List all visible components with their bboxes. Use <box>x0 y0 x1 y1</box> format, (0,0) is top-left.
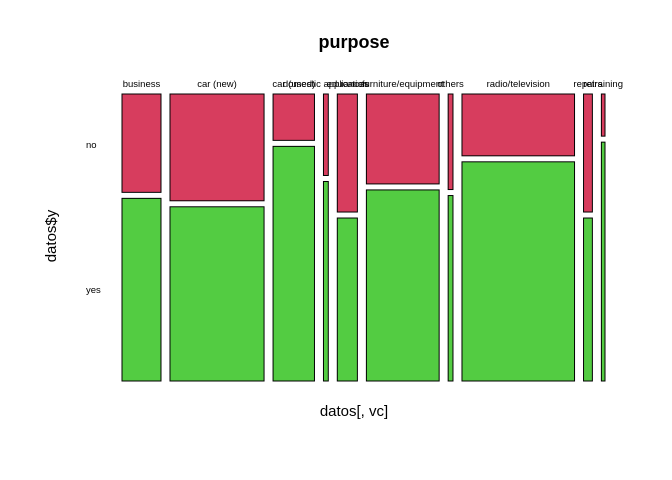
tile-yes-retraining <box>600 141 606 382</box>
row-label-no: no <box>86 140 97 151</box>
category-label-others: others <box>437 79 464 90</box>
category-label-car-used: car (used) <box>272 79 315 90</box>
tile-no-furniture-equipment <box>365 93 440 185</box>
category-label-radio-television: radio/television <box>487 79 550 90</box>
chart-title: purpose <box>318 32 389 52</box>
tile-no-car-used <box>272 93 315 141</box>
category-label-car-new: car (new) <box>197 79 237 90</box>
mosaic-tiles <box>121 93 606 382</box>
y-axis-title: datos$y <box>43 209 60 262</box>
category-label-business: business <box>123 79 161 90</box>
tile-no-education <box>336 93 358 213</box>
tile-yes-business <box>121 197 162 382</box>
row-label-yes: yes <box>86 285 101 296</box>
tile-yes-furniture-equipment <box>365 189 440 382</box>
tile-yes-domestic-appliances <box>322 180 329 382</box>
tile-no-radio-television <box>461 93 576 157</box>
category-label-furniture-equipment: furniture/equipment <box>362 79 444 90</box>
tile-yes-education <box>336 217 358 382</box>
tile-yes-car-used <box>272 145 315 382</box>
tile-yes-radio-television <box>461 161 576 382</box>
category-label-retraining: retraining <box>583 79 623 90</box>
tile-yes-others <box>447 195 454 382</box>
tile-no-business <box>121 93 162 193</box>
x-axis-title: datos[, vc] <box>320 403 388 420</box>
category-label-domestic-appliances: domestic appliances <box>283 79 369 90</box>
tile-no-domestic-appliances <box>322 93 329 176</box>
category-label-education: education <box>327 79 368 90</box>
tile-no-repairs <box>583 93 593 213</box>
tile-no-others <box>447 93 454 191</box>
tile-no-car-new <box>169 93 265 202</box>
category-label-repairs: repairs <box>573 79 602 90</box>
tile-yes-repairs <box>583 217 593 382</box>
tile-yes-car-new <box>169 206 265 382</box>
category-labels: business car (new) car (used)domestic appl… <box>123 79 623 90</box>
tile-no-retraining <box>600 93 606 137</box>
